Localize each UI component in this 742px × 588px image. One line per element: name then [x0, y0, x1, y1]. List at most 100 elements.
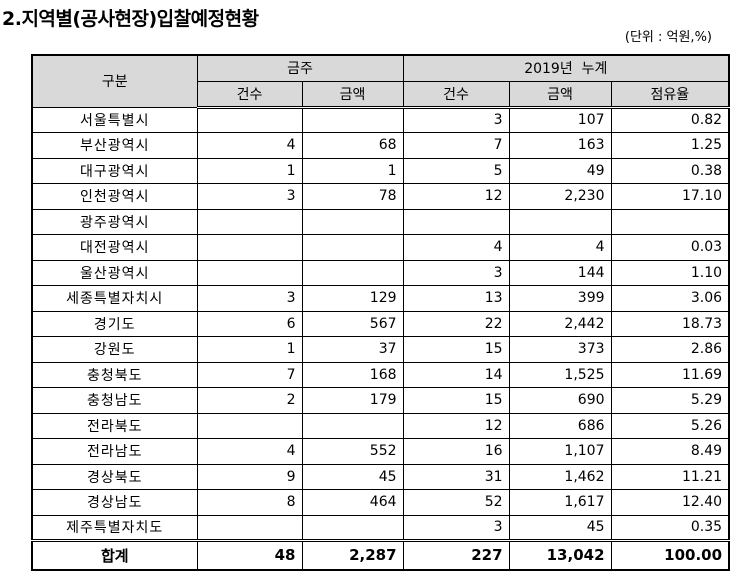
- cum-count-cell: 3: [402, 259, 510, 286]
- week-amount-cell: 464: [301, 489, 404, 516]
- table-row: 세종특별자치시 3 129 13 399 3.06: [31, 285, 730, 312]
- header-cum-count: 건수: [402, 80, 510, 109]
- table-row: 경상북도 9 45 31 1,462 11.21: [31, 463, 730, 490]
- cum-count-cell: 15: [402, 387, 510, 414]
- cum-amount-cell: 1,462: [508, 463, 612, 490]
- week-count-cell: [196, 234, 303, 261]
- table-row: 강원도 1 37 15 373 2.86: [31, 336, 730, 363]
- week-count-cell: 9: [196, 463, 303, 490]
- total-cum-count: 227: [402, 539, 510, 570]
- share-cell: 2.86: [610, 336, 730, 363]
- total-week-amount: 2,287: [301, 539, 404, 570]
- week-count-cell: 4: [196, 438, 303, 465]
- week-count-cell: [196, 412, 303, 439]
- week-amount-cell: 78: [301, 183, 404, 210]
- cum-amount-cell: 2,230: [508, 183, 612, 210]
- table-row: 충청남도 2 179 15 690 5.29: [31, 387, 730, 414]
- region-cell: 서울특별시: [31, 106, 198, 133]
- region-cell: 대구광역시: [31, 157, 198, 184]
- share-cell: 0.03: [610, 234, 730, 261]
- share-cell: 3.06: [610, 285, 730, 312]
- week-count-cell: 1: [196, 157, 303, 184]
- cum-amount-cell: 163: [508, 132, 612, 159]
- share-cell: 0.35: [610, 514, 730, 541]
- region-cell: 경상북도: [31, 463, 198, 490]
- week-amount-cell: 68: [301, 132, 404, 159]
- share-cell: 17.10: [610, 183, 730, 210]
- table-row: 서울특별시 3 107 0.82: [31, 106, 730, 133]
- week-count-cell: 3: [196, 285, 303, 312]
- week-amount-cell: 552: [301, 438, 404, 465]
- regional-bid-table: 구분 금주 2019년 누계 건수 금액 건수 금액 점유율 서울특별시 3 107…: [31, 54, 731, 571]
- week-count-cell: [196, 208, 303, 235]
- share-cell: 18.73: [610, 310, 730, 337]
- week-amount-cell: [301, 234, 404, 261]
- cum-amount-cell: 2,442: [508, 310, 612, 337]
- table-row: 울산광역시 3 144 1.10: [31, 259, 730, 286]
- cum-amount-cell: 144: [508, 259, 612, 286]
- table-row: 대구광역시 1 1 5 49 0.38: [31, 157, 730, 184]
- region-cell: 부산광역시: [31, 132, 198, 159]
- week-amount-cell: 567: [301, 310, 404, 337]
- cum-count-cell: 7: [402, 132, 510, 159]
- cum-amount-cell: 373: [508, 336, 612, 363]
- table-row: 대전광역시 4 4 0.03: [31, 234, 730, 261]
- header-week-count: 건수: [196, 80, 303, 109]
- share-cell: 5.29: [610, 387, 730, 414]
- cum-amount-cell: 45: [508, 514, 612, 541]
- total-cum-amount: 13,042: [508, 539, 612, 570]
- cum-count-cell: 3: [402, 106, 510, 133]
- region-cell: 대전광역시: [31, 234, 198, 261]
- region-cell: 경기도: [31, 310, 198, 337]
- table-row: 경기도 6 567 22 2,442 18.73: [31, 310, 730, 337]
- week-count-cell: 7: [196, 361, 303, 388]
- week-count-cell: 2: [196, 387, 303, 414]
- cum-amount-cell: [508, 208, 612, 235]
- header-category: 구분: [31, 54, 198, 108]
- week-count-cell: [196, 259, 303, 286]
- cum-amount-cell: 686: [508, 412, 612, 439]
- region-cell: 충청남도: [31, 387, 198, 414]
- total-week-count: 48: [196, 539, 303, 570]
- share-cell: 0.82: [610, 106, 730, 133]
- header-cum-amount: 금액: [508, 80, 612, 109]
- header-week-amount: 금액: [301, 80, 404, 109]
- week-count-cell: 1: [196, 336, 303, 363]
- share-cell: 11.21: [610, 463, 730, 490]
- week-amount-cell: [301, 259, 404, 286]
- week-amount-cell: [301, 412, 404, 439]
- cum-count-cell: 4: [402, 234, 510, 261]
- share-cell: 5.26: [610, 412, 730, 439]
- cum-count-cell: 5: [402, 157, 510, 184]
- region-cell: 전라남도: [31, 438, 198, 465]
- region-cell: 인천광역시: [31, 183, 198, 210]
- table-row: 인천광역시 3 78 12 2,230 17.10: [31, 183, 730, 210]
- header-cumulative: 2019년 누계: [402, 54, 730, 82]
- share-cell: 8.49: [610, 438, 730, 465]
- week-amount-cell: 168: [301, 361, 404, 388]
- cum-count-cell: 15: [402, 336, 510, 363]
- week-amount-cell: [301, 106, 404, 133]
- cum-amount-cell: 1,617: [508, 489, 612, 516]
- cum-amount-cell: 1,525: [508, 361, 612, 388]
- table-row: 부산광역시 4 68 7 163 1.25: [31, 132, 730, 159]
- cum-amount-cell: 399: [508, 285, 612, 312]
- region-cell: 광주광역시: [31, 208, 198, 235]
- week-count-cell: [196, 514, 303, 541]
- cum-count-cell: [402, 208, 510, 235]
- cum-amount-cell: 49: [508, 157, 612, 184]
- cum-count-cell: 52: [402, 489, 510, 516]
- week-count-cell: 6: [196, 310, 303, 337]
- week-amount-cell: 37: [301, 336, 404, 363]
- unit-note: (단위 : 억원,%): [624, 30, 712, 45]
- week-amount-cell: [301, 208, 404, 235]
- table-row: 충청북도 7 168 14 1,525 11.69: [31, 361, 730, 388]
- week-amount-cell: 179: [301, 387, 404, 414]
- total-row: 합계 48 2,287 227 13,042 100.00: [31, 539, 730, 570]
- cum-count-cell: 12: [402, 183, 510, 210]
- table-row: 광주광역시: [31, 208, 730, 235]
- week-amount-cell: 45: [301, 463, 404, 490]
- week-count-cell: 8: [196, 489, 303, 516]
- total-share: 100.00: [610, 539, 730, 570]
- cum-amount-cell: 690: [508, 387, 612, 414]
